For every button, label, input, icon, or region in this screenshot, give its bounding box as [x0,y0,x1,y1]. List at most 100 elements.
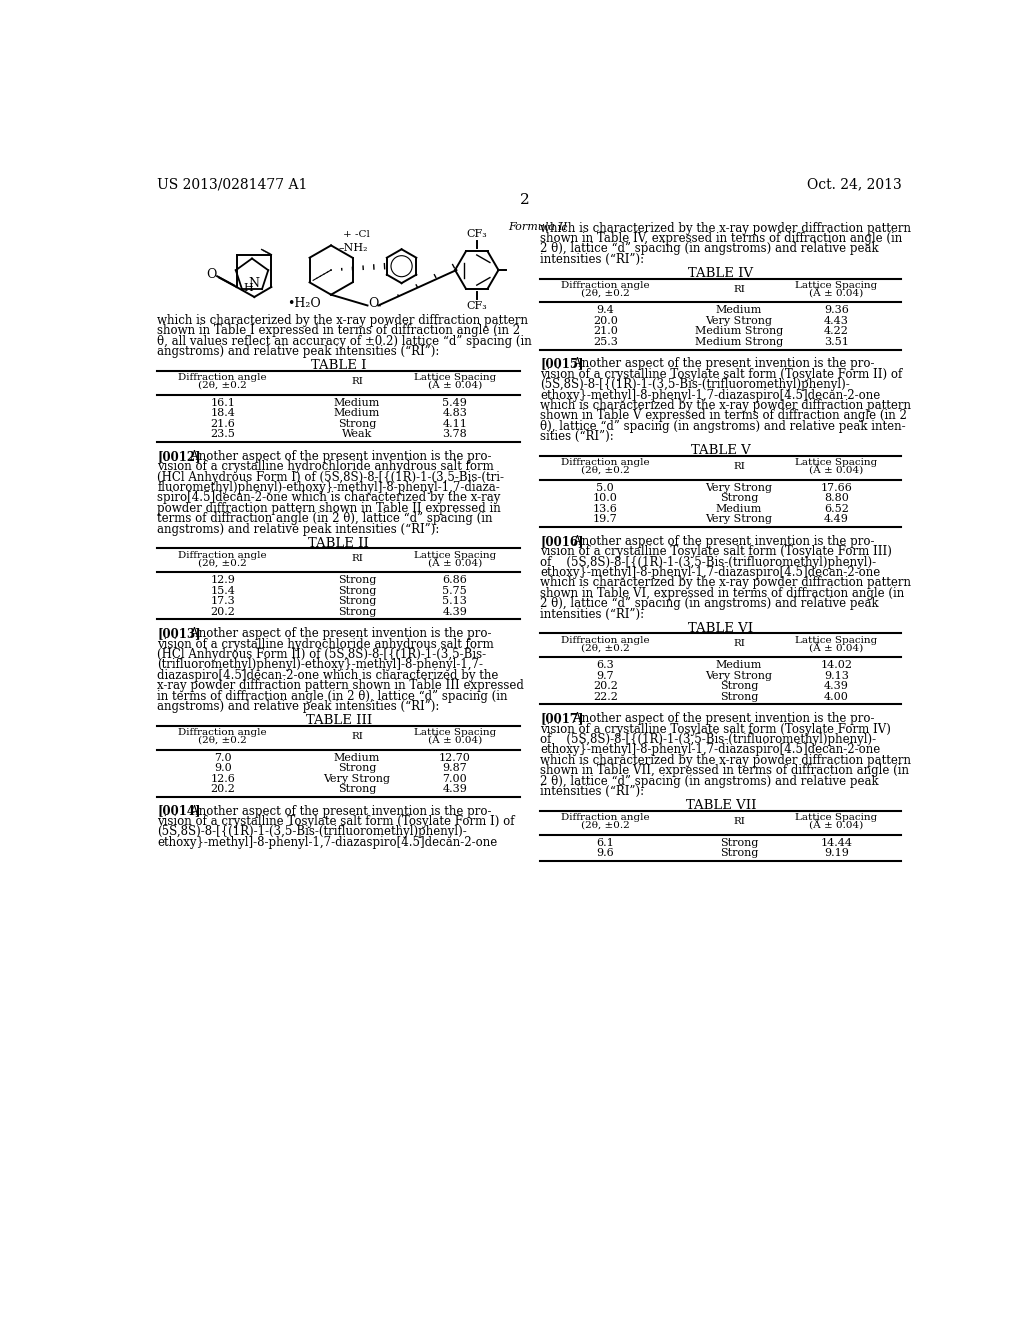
Text: RI: RI [733,285,744,293]
Text: TABLE IV: TABLE IV [688,267,754,280]
Text: (Å ± 0.04): (Å ± 0.04) [809,821,863,830]
Text: Diffraction angle: Diffraction angle [178,729,267,737]
Text: powder diffraction pattern shown in Table II expressed in: powder diffraction pattern shown in Tabl… [158,502,501,515]
Text: 9.19: 9.19 [824,849,849,858]
Text: Lattice Spacing: Lattice Spacing [796,636,878,644]
Text: TABLE V: TABLE V [691,445,751,457]
Text: 14.44: 14.44 [820,838,852,847]
Text: 5.75: 5.75 [442,586,467,595]
Text: TABLE VI: TABLE VI [688,622,754,635]
Text: 8.80: 8.80 [824,494,849,503]
Text: (Å ± 0.04): (Å ± 0.04) [809,643,863,653]
Text: (5S,8S)-8-[{(1R)-1-(3,5-Bis-(trifluoromethyl)phenyl)-: (5S,8S)-8-[{(1R)-1-(3,5-Bis-(trifluorome… [158,825,467,838]
Text: vision of a crystalline hydrochloride anhydrous salt form: vision of a crystalline hydrochloride an… [158,638,495,651]
Text: 16.1: 16.1 [210,397,236,408]
Text: Strong: Strong [720,681,758,692]
Text: 5.49: 5.49 [442,397,467,408]
Text: 10.0: 10.0 [593,494,617,503]
Text: which is characterized by the x-ray powder diffraction pattern: which is characterized by the x-ray powd… [158,314,528,327]
Text: Strong: Strong [338,418,376,429]
Text: RI: RI [733,462,744,471]
Text: vision of a crystalline Tosylate salt form (Tosylate Form IV): vision of a crystalline Tosylate salt fo… [541,722,891,735]
Text: ethoxy}-methyl]-8-phenyl-1,7-diazaspiro[4.5]decan-2-one: ethoxy}-methyl]-8-phenyl-1,7-diazaspiro[… [541,388,881,401]
Text: intensities (“RI”):: intensities (“RI”): [541,607,644,620]
Text: Strong: Strong [338,784,376,795]
Text: (2θ, ±0.2: (2θ, ±0.2 [581,643,630,652]
Text: 21.6: 21.6 [210,418,236,429]
Text: 12.9: 12.9 [210,576,236,585]
Text: of    (5S,8S)-8-[{(1R)-1-(3,5-Bis-(trifluoromethyl)phenyl)-: of (5S,8S)-8-[{(1R)-1-(3,5-Bis-(trifluor… [541,556,877,569]
Text: 4.11: 4.11 [442,418,467,429]
Text: 2 θ), lattice “d” spacing (in angstroms) and relative peak: 2 θ), lattice “d” spacing (in angstroms)… [541,243,879,255]
Text: RI: RI [351,378,362,385]
Text: N: N [249,277,260,289]
Text: Lattice Spacing: Lattice Spacing [414,550,496,560]
Text: 20.0: 20.0 [593,315,617,326]
Text: shown in Table VI, expressed in terms of diffraction angle (in: shown in Table VI, expressed in terms of… [541,587,904,599]
Text: 12.70: 12.70 [439,752,471,763]
Text: 13.6: 13.6 [593,504,617,513]
Text: O: O [369,297,379,310]
Text: Another aspect of the present invention is the pro-: Another aspect of the present invention … [179,805,492,817]
Text: [0013]: [0013] [158,627,201,640]
Text: US 2013/0281477 A1: US 2013/0281477 A1 [158,178,308,191]
Text: 4.39: 4.39 [824,681,849,692]
Text: CF₃: CF₃ [466,230,487,239]
Text: TABLE I: TABLE I [311,359,367,372]
Text: Lattice Spacing: Lattice Spacing [414,729,496,737]
Text: 23.5: 23.5 [210,429,236,440]
Text: RI: RI [351,554,362,564]
Text: Very Strong: Very Strong [706,315,772,326]
Text: Diffraction angle: Diffraction angle [561,636,649,644]
Text: 6.1: 6.1 [596,838,614,847]
Text: Strong: Strong [720,838,758,847]
Text: 9.36: 9.36 [824,305,849,315]
Text: RI: RI [733,639,744,648]
Text: CF₃: CF₃ [466,301,487,310]
Text: vision of a crystalline Tosylate salt form (Tosylate Form I) of: vision of a crystalline Tosylate salt fo… [158,814,515,828]
Text: (trifluoromethyl)phenyl)-ethoxy}-methyl]-8-phenyl-1,7-: (trifluoromethyl)phenyl)-ethoxy}-methyl]… [158,659,483,672]
Text: shown in Table I expressed in terms of diffraction angle (in 2: shown in Table I expressed in terms of d… [158,325,520,338]
Text: shown in Table V expressed in terms of diffraction angle (in 2: shown in Table V expressed in terms of d… [541,409,907,422]
Text: (2θ, ±0.2: (2θ, ±0.2 [581,288,630,297]
Text: vision of a crystalline Tosylate salt form (Tosylate Form II) of: vision of a crystalline Tosylate salt fo… [541,368,902,380]
Text: Lattice Spacing: Lattice Spacing [796,281,878,290]
Text: θ, all values reflect an accuracy of ±0.2) lattice “d” spacing (in: θ, all values reflect an accuracy of ±0.… [158,335,532,347]
Text: which is characterized by the x-ray powder diffraction pattern: which is characterized by the x-ray powd… [541,577,911,589]
Text: θ), lattice “d” spacing (in angstroms) and relative peak inten-: θ), lattice “d” spacing (in angstroms) a… [541,420,906,433]
Text: x-ray powder diffraction pattern shown in Table III expressed: x-ray powder diffraction pattern shown i… [158,680,524,692]
Text: Diffraction angle: Diffraction angle [561,813,649,822]
Text: Strong: Strong [720,494,758,503]
Text: [0014]: [0014] [158,805,201,817]
Text: Strong: Strong [720,849,758,858]
Text: 9.4: 9.4 [596,305,614,315]
Text: Diffraction angle: Diffraction angle [178,374,267,383]
Text: Medium: Medium [334,752,380,763]
Text: 6.3: 6.3 [596,660,614,671]
Text: (Å ± 0.04): (Å ± 0.04) [428,735,482,746]
Text: ethoxy}-methyl]-8-phenyl-1,7-diazaspiro[4.5]decan-2-one: ethoxy}-methyl]-8-phenyl-1,7-diazaspiro[… [158,836,498,849]
Text: which is characterized by the x-ray powder diffraction pattern: which is characterized by the x-ray powd… [541,399,911,412]
Text: 4.43: 4.43 [824,315,849,326]
Text: RI: RI [351,731,362,741]
Text: Another aspect of the present invention is the pro-: Another aspect of the present invention … [179,450,492,463]
Text: 4.39: 4.39 [442,784,467,795]
Text: fluoromethyl)phenyl)-ethoxy}-methyl]-8-phenyl-1,7-diaza-: fluoromethyl)phenyl)-ethoxy}-methyl]-8-p… [158,480,500,494]
Text: (2θ, ±0.2: (2θ, ±0.2 [581,466,630,475]
Text: RI: RI [733,817,744,826]
Text: 3.78: 3.78 [442,429,467,440]
Text: 2 θ), lattice “d” spacing (in angstroms) and relative peak: 2 θ), lattice “d” spacing (in angstroms)… [541,775,879,788]
Text: Diffraction angle: Diffraction angle [561,458,649,467]
Text: Another aspect of the present invention is the pro-: Another aspect of the present invention … [562,713,874,725]
Text: Another aspect of the present invention is the pro-: Another aspect of the present invention … [179,627,492,640]
Text: Formula II: Formula II [508,222,567,231]
Text: Strong: Strong [338,576,376,585]
Text: (2θ, ±0.2: (2θ, ±0.2 [581,821,630,829]
Text: angstroms) and relative peak intensities (“RI”):: angstroms) and relative peak intensities… [158,700,440,713]
Text: sities (“RI”):: sities (“RI”): [541,430,614,444]
Text: 19.7: 19.7 [593,515,617,524]
Text: (2θ, ±0.2: (2θ, ±0.2 [199,735,247,744]
Text: 14.02: 14.02 [820,660,852,671]
Text: Lattice Spacing: Lattice Spacing [414,374,496,383]
Text: Medium: Medium [716,305,762,315]
